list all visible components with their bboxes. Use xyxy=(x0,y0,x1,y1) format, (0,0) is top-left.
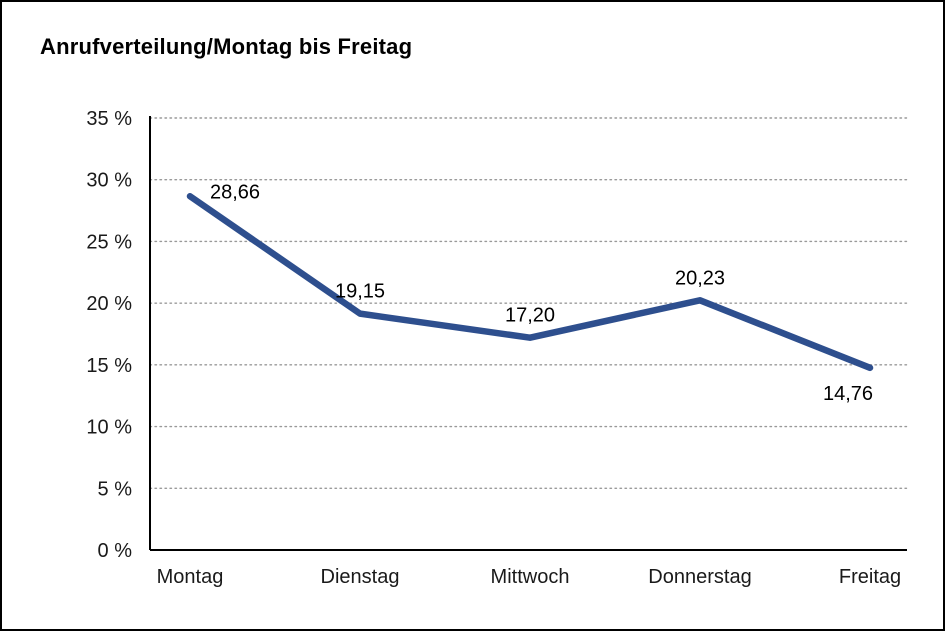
x-tick-label: Dienstag xyxy=(321,566,400,588)
data-label: 14,76 xyxy=(823,383,873,405)
y-tick-label: 10 % xyxy=(86,417,132,439)
data-label: 20,23 xyxy=(675,267,725,289)
y-tick-label: 25 % xyxy=(86,231,132,253)
x-tick-label: Montag xyxy=(157,566,224,588)
data-label: 17,20 xyxy=(505,305,555,327)
data-series-line xyxy=(186,193,874,372)
chart-title: Anrufverteilung/Montag bis Freitag xyxy=(40,34,413,59)
data-label: 19,15 xyxy=(335,281,385,303)
x-tick-label: Mittwoch xyxy=(491,566,570,588)
data-label: 28,66 xyxy=(210,181,260,203)
y-tick-label: 35 % xyxy=(86,108,132,130)
y-tick-label: 15 % xyxy=(86,355,132,377)
x-tick-label: Donnerstag xyxy=(648,566,751,588)
x-tick-label: Freitag xyxy=(839,566,901,588)
y-tick-label: 5 % xyxy=(98,478,133,500)
y-tick-label: 0 % xyxy=(98,540,133,562)
y-tick-label: 20 % xyxy=(86,293,132,315)
y-tick-label: 30 % xyxy=(86,170,132,192)
